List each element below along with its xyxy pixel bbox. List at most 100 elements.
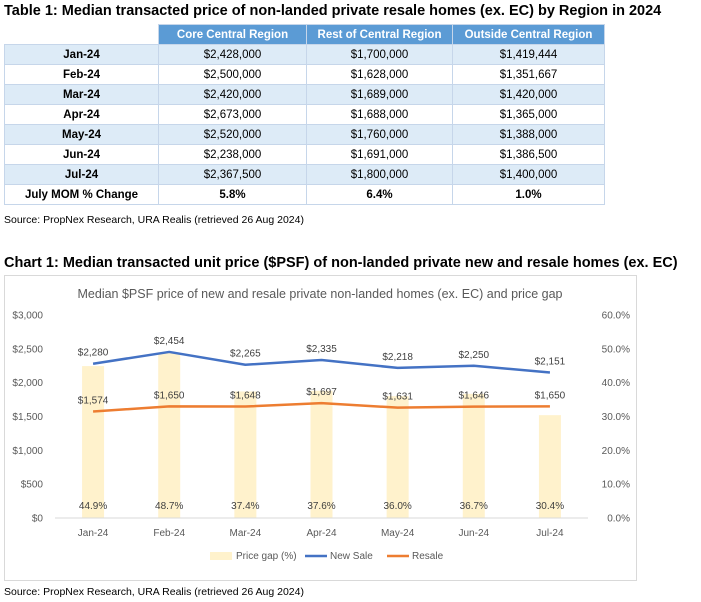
ocr-cell: $1,351,667	[452, 64, 605, 85]
legend-label-resale: Resale	[412, 551, 444, 562]
ocr-cell: $1,420,000	[452, 84, 605, 105]
table-row: May-24 $2,520,000 $1,760,000 $1,388,000	[4, 124, 605, 145]
new-sale-label: $2,250	[458, 350, 489, 361]
price-gap-bar	[386, 396, 409, 518]
ccr-cell: $2,238,000	[158, 144, 307, 165]
rcr-cell: $1,700,000	[306, 44, 453, 65]
price-gap-label: 36.7%	[460, 501, 488, 512]
rcr-cell: $1,689,000	[306, 84, 453, 105]
table-header-row: Core Central Region Rest of Central Regi…	[4, 24, 605, 45]
price-gap-bar	[158, 353, 181, 518]
price-gap-label: 44.9%	[79, 501, 107, 512]
chart-heading: Chart 1: Median transacted unit price ($…	[4, 255, 678, 271]
header-ccr: Core Central Region	[158, 24, 307, 45]
chart-source-note: Source: PropNex Research, URA Realis (re…	[4, 586, 304, 598]
table-row: Jan-24 $2,428,000 $1,700,000 $1,419,444	[4, 44, 605, 65]
ocr-cell: $1,400,000	[452, 164, 605, 185]
y-right-tick-label: 10.0%	[602, 480, 630, 491]
header-rcr: Rest of Central Region	[306, 24, 453, 45]
new-sale-label: $2,265	[230, 349, 261, 360]
price-gap-bar	[82, 366, 105, 518]
table-source-note: Source: PropNex Research, URA Realis (re…	[4, 214, 304, 226]
x-tick-label: Feb-24	[153, 528, 185, 539]
price-gap-bar	[310, 390, 333, 518]
x-tick-label: Jun-24	[458, 528, 489, 539]
new-sale-label: $2,151	[535, 356, 566, 367]
month-cell: Feb-24	[4, 64, 159, 85]
ocr-cell: $1,365,000	[452, 104, 605, 125]
rcr-cell: $1,688,000	[306, 104, 453, 125]
resale-label: $1,650	[535, 390, 566, 401]
price-gap-label: 30.4%	[536, 501, 564, 512]
x-tick-label: Apr-24	[306, 528, 336, 539]
legend-label-price-gap: Price gap (%)	[236, 551, 297, 562]
ccr-cell: $2,500,000	[158, 64, 307, 85]
y-left-tick-label: $1,500	[12, 412, 43, 423]
y-left-tick-label: $1,000	[12, 446, 43, 457]
ocr-cell: $1,419,444	[452, 44, 605, 65]
x-tick-label: Jul-24	[536, 528, 564, 539]
mom-ocr: 1.0%	[452, 184, 605, 205]
price-gap-label: 37.4%	[231, 501, 259, 512]
table-row: Mar-24 $2,420,000 $1,689,000 $1,420,000	[4, 84, 605, 105]
price-gap-bar	[462, 393, 485, 518]
x-tick-label: Jan-24	[78, 528, 109, 539]
region-price-table: Core Central Region Rest of Central Regi…	[4, 24, 605, 205]
month-cell: Jun-24	[4, 144, 159, 165]
ocr-cell: $1,388,000	[452, 124, 605, 145]
rcr-cell: $1,760,000	[306, 124, 453, 145]
resale-label: $1,574	[78, 395, 109, 406]
price-gap-label: 48.7%	[155, 501, 183, 512]
header-blank	[4, 24, 159, 45]
rcr-cell: $1,691,000	[306, 144, 453, 165]
chart-title: Median $PSF price of new and resale priv…	[78, 287, 563, 301]
y-right-tick-label: 20.0%	[602, 446, 630, 457]
y-right-tick-label: 40.0%	[602, 378, 630, 389]
y-right-tick-label: 30.0%	[602, 412, 630, 423]
month-cell: Mar-24	[4, 84, 159, 105]
resale-label: $1,648	[230, 390, 261, 401]
new-sale-label: $2,218	[382, 352, 413, 363]
new-sale-line	[92, 350, 551, 374]
resale-label: $1,650	[154, 390, 185, 401]
table-row: Jul-24 $2,367,500 $1,800,000 $1,400,000	[4, 164, 605, 185]
rcr-cell: $1,800,000	[306, 164, 453, 185]
y-right-tick-label: 50.0%	[602, 344, 630, 355]
new-sale-label: $2,454	[154, 336, 185, 347]
price-gap-bar	[234, 391, 257, 518]
mom-ccr: 5.8%	[158, 184, 307, 205]
month-cell: Jan-24	[4, 44, 159, 65]
mom-label: July MOM % Change	[4, 184, 159, 205]
legend-swatch-price-gap	[210, 552, 232, 560]
y-right-tick-label: 0.0%	[607, 514, 630, 525]
chart-area: Median $PSF price of new and resale priv…	[4, 275, 637, 581]
resale-label: $1,631	[382, 392, 413, 403]
ccr-cell: $2,367,500	[158, 164, 307, 185]
new-sale-label: $2,280	[78, 348, 109, 359]
month-cell: Apr-24	[4, 104, 159, 125]
y-right-tick-label: 60.0%	[602, 311, 630, 322]
y-left-tick-label: $2,000	[12, 378, 43, 389]
table-row: Jun-24 $2,238,000 $1,691,000 $1,386,500	[4, 144, 605, 165]
ocr-cell: $1,386,500	[452, 144, 605, 165]
resale-line	[92, 401, 550, 413]
mom-change-row: July MOM % Change 5.8% 6.4% 1.0%	[4, 184, 605, 205]
header-ocr: Outside Central Region	[452, 24, 605, 45]
rcr-cell: $1,628,000	[306, 64, 453, 85]
price-chart: Median $PSF price of new and resale priv…	[12, 287, 630, 562]
new-sale-label: $2,335	[306, 344, 337, 355]
price-gap-label: 37.6%	[307, 501, 335, 512]
table-title: Table 1: Median transacted price of non-…	[4, 3, 662, 19]
y-left-tick-label: $2,500	[12, 344, 43, 355]
table-row: Feb-24 $2,500,000 $1,628,000 $1,351,667	[4, 64, 605, 85]
y-left-tick-label: $0	[32, 514, 44, 525]
resale-label: $1,697	[306, 387, 337, 398]
resale-label: $1,646	[458, 391, 489, 402]
ccr-cell: $2,673,000	[158, 104, 307, 125]
mom-rcr: 6.4%	[306, 184, 453, 205]
x-tick-label: Mar-24	[230, 528, 262, 539]
x-tick-label: May-24	[381, 528, 415, 539]
ccr-cell: $2,420,000	[158, 84, 307, 105]
price-gap-bar	[538, 415, 561, 518]
table-row: Apr-24 $2,673,000 $1,688,000 $1,365,000	[4, 104, 605, 125]
